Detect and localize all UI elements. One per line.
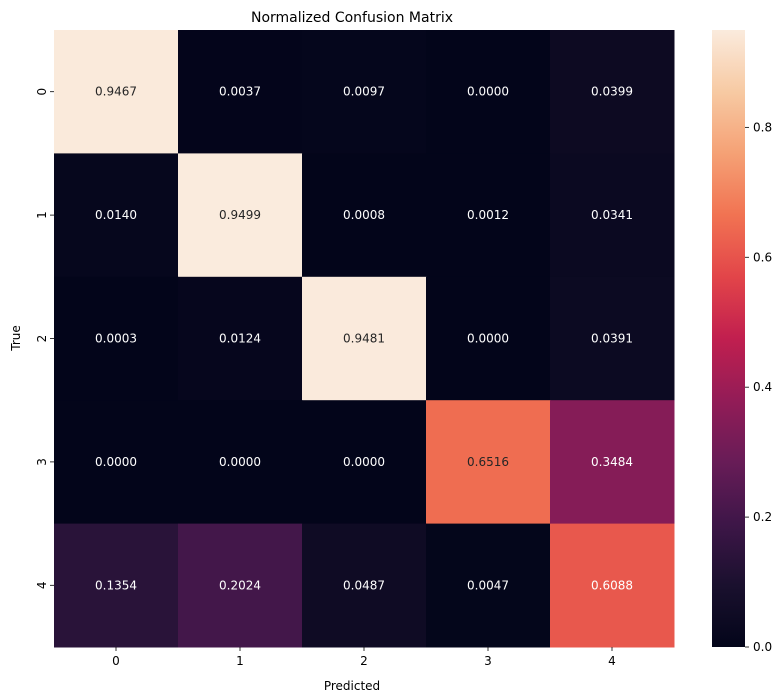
cell-value-4-2: 0.0487 <box>343 578 385 592</box>
cell-4-0 <box>54 523 179 648</box>
cell-1-0 <box>54 153 179 278</box>
cell-3-4 <box>550 400 675 525</box>
chart-title: Normalized Confusion Matrix <box>251 10 453 26</box>
y-tick-label: 2 <box>35 335 49 343</box>
cell-1-3 <box>426 153 551 278</box>
cell-4-2 <box>302 523 427 648</box>
cell-value-3-1: 0.0000 <box>219 455 261 469</box>
y-tick-label: 3 <box>35 458 49 466</box>
colorbar: 0.0 0.2 0.4 0.6 0.8 <box>712 30 772 654</box>
colorbar-tick-label: 0.2 <box>753 510 772 524</box>
cell-value-1-4: 0.0341 <box>591 208 633 222</box>
cell-0-0 <box>54 30 179 154</box>
cell-3-0 <box>54 400 179 525</box>
cell-value-3-0: 0.0000 <box>95 455 137 469</box>
cell-2-3 <box>426 276 551 401</box>
cell-value-4-1: 0.2024 <box>219 578 261 592</box>
cell-value-1-0: 0.0140 <box>95 208 137 222</box>
cell-value-0-4: 0.0399 <box>591 85 633 99</box>
y-tick-label: 0 <box>35 88 49 96</box>
cell-value-2-0: 0.0003 <box>95 332 137 346</box>
cell-value-2-2: 0.9481 <box>343 332 385 346</box>
cell-2-0 <box>54 276 179 401</box>
cell-2-1 <box>178 276 303 401</box>
y-tick-label: 4 <box>35 581 49 589</box>
x-tick-label: 0 <box>112 654 120 668</box>
x-tick-label: 1 <box>236 654 244 668</box>
cell-value-0-2: 0.0097 <box>343 85 385 99</box>
cell-value-4-3: 0.0047 <box>467 578 509 592</box>
x-tick-label: 4 <box>608 654 616 668</box>
cell-0-3 <box>426 30 551 154</box>
heatmap-cells: 0.9467 0.0037 0.0097 0.0000 0.0399 0.0140 0.94… <box>54 30 675 648</box>
cell-value-1-3: 0.0012 <box>467 208 509 222</box>
colorbar-tick-label: 0.6 <box>753 250 772 264</box>
cell-value-3-2: 0.0000 <box>343 455 385 469</box>
cell-value-4-4: 0.6088 <box>591 578 633 592</box>
y-axis-label: True <box>9 325 23 352</box>
cell-3-2 <box>302 400 427 525</box>
y-axis-ticks: 0 1 2 3 4 <box>35 88 54 589</box>
cell-0-1 <box>178 30 303 154</box>
cell-value-2-3: 0.0000 <box>467 332 509 346</box>
cell-value-4-0: 0.1354 <box>95 578 137 592</box>
cell-value-3-3: 0.6516 <box>467 455 509 469</box>
colorbar-tick-label: 0.4 <box>753 380 772 394</box>
cell-1-4 <box>550 153 675 278</box>
cell-1-2 <box>302 153 427 278</box>
cell-value-3-4: 0.3484 <box>591 455 633 469</box>
x-tick-label: 2 <box>360 654 368 668</box>
cell-3-1 <box>178 400 303 525</box>
cell-value-0-3: 0.0000 <box>467 85 509 99</box>
cell-2-4 <box>550 276 675 401</box>
cell-value-1-2: 0.0008 <box>343 208 385 222</box>
x-axis-label: Predicted <box>324 679 380 693</box>
cell-0-4 <box>550 30 675 154</box>
colorbar-gradient <box>712 30 745 647</box>
cell-value-2-1: 0.0124 <box>219 332 261 346</box>
cell-4-3 <box>426 523 551 648</box>
cell-value-2-4: 0.0391 <box>591 332 633 346</box>
cell-0-2 <box>302 30 427 154</box>
cell-3-3 <box>426 400 551 525</box>
colorbar-tick-label: 0.0 <box>753 640 772 654</box>
cell-1-1 <box>178 153 303 278</box>
cell-value-1-1: 0.9499 <box>219 208 261 222</box>
cell-4-1 <box>178 523 303 648</box>
cell-value-0-0: 0.9467 <box>95 85 137 99</box>
cell-2-2 <box>302 276 427 401</box>
x-axis-ticks: 0 1 2 3 4 <box>112 647 616 668</box>
cell-4-4 <box>550 523 675 648</box>
y-tick-label: 1 <box>35 211 49 219</box>
colorbar-tick-label: 0.8 <box>753 120 772 134</box>
cell-value-0-1: 0.0037 <box>219 85 261 99</box>
x-tick-label: 3 <box>484 654 492 668</box>
